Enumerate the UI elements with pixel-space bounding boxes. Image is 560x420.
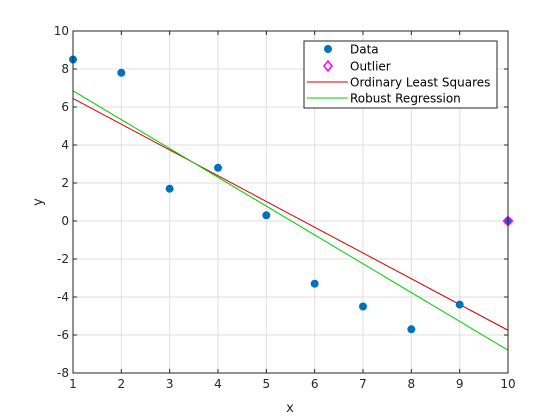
legend-entry-robust-regression: Robust Regression bbox=[307, 92, 461, 106]
point-data bbox=[165, 184, 174, 193]
x-tick-label: 1 bbox=[69, 377, 77, 391]
x-tick-label: 10 bbox=[500, 377, 515, 391]
plot-frame bbox=[72, 30, 509, 374]
legend: Data Outlier Ordinary Least Squares Robu… bbox=[303, 40, 498, 109]
point-data bbox=[262, 211, 271, 220]
legend-entry-ordinary-least-squares: Ordinary Least Squares bbox=[307, 76, 490, 90]
y-tick-label: 2 bbox=[61, 176, 69, 190]
series-lines bbox=[72, 90, 509, 351]
legend-label-robust-regression: Robust Regression bbox=[350, 92, 461, 106]
legend-box bbox=[303, 40, 498, 109]
y-tick-label: 8 bbox=[61, 62, 69, 76]
series-line-ordinary-least-squares bbox=[72, 98, 509, 331]
y-tick-label: 10 bbox=[54, 24, 69, 38]
point-data bbox=[117, 68, 126, 77]
point-data bbox=[214, 163, 222, 172]
y-tick-label: 4 bbox=[61, 138, 69, 152]
x-tick-label: 3 bbox=[166, 377, 174, 391]
x-tick-label: 9 bbox=[456, 377, 464, 391]
y-axis-label: y bbox=[31, 198, 46, 206]
y-tick-label: 6 bbox=[61, 100, 69, 114]
y-tick-label: -6 bbox=[57, 328, 69, 342]
y-tick-label: -2 bbox=[57, 252, 69, 266]
point-data bbox=[455, 300, 464, 309]
y-tick-label: -8 bbox=[57, 366, 69, 380]
point-data bbox=[359, 302, 367, 311]
point-data bbox=[407, 325, 416, 334]
legend-label-data: Data bbox=[350, 43, 379, 57]
legend-label-outlier: Outlier bbox=[350, 60, 391, 74]
y-tick-label: 0 bbox=[61, 214, 69, 228]
series-line-robust-regression bbox=[72, 90, 509, 351]
legend-marker-outlier bbox=[323, 59, 333, 73]
x-tick-label: 4 bbox=[214, 377, 222, 391]
legend-label-ordinary-least-squares: Ordinary Least Squares bbox=[350, 76, 490, 90]
legend-entry-data: Data bbox=[324, 43, 379, 57]
point-data bbox=[310, 279, 319, 288]
x-tick-label: 5 bbox=[263, 377, 271, 391]
legend-marker-data bbox=[324, 45, 332, 53]
x-tick-label: 2 bbox=[118, 377, 126, 391]
x-axis-label: x bbox=[286, 401, 294, 416]
x-tick-label: 6 bbox=[311, 377, 319, 391]
legend-entry-outlier: Outlier bbox=[323, 59, 391, 74]
x-tick-label: 8 bbox=[408, 377, 416, 391]
y-tick-label: -4 bbox=[57, 290, 69, 304]
tick-labels: 1 2 3 4 5 6 7 8 9 10 -8 -6 -4 -2 0 2 4 6 8 10 bbox=[54, 24, 516, 391]
x-tick-label: 7 bbox=[359, 377, 367, 391]
